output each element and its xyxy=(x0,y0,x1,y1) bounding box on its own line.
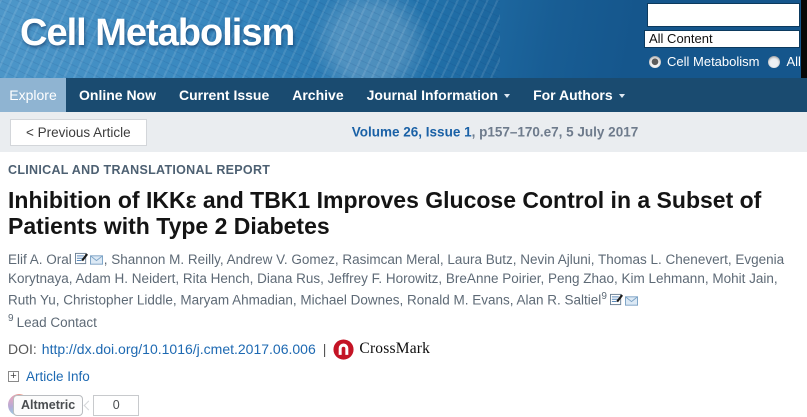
search-input[interactable] xyxy=(647,3,800,27)
crossmark-icon xyxy=(333,338,354,360)
radio-label-cell-metabolism[interactable]: Cell Metabolism xyxy=(667,54,760,70)
nav-journal-information[interactable]: Journal Information xyxy=(366,78,511,112)
crossmark-label: CrossMark xyxy=(359,340,431,357)
issue-citation: Volume 26, Issue 1, p157–170.e7, 5 July … xyxy=(352,125,638,140)
author-last-footnote-ref: 9 xyxy=(601,291,607,302)
last-author-icons xyxy=(608,293,638,308)
expand-plus-icon[interactable]: + xyxy=(8,370,19,382)
radio-label-all[interactable]: All xyxy=(786,54,801,70)
nav-journal-information-label: Journal Information xyxy=(366,87,499,103)
journal-logo[interactable]: Cell Metabolism xyxy=(20,12,295,54)
tab-explore[interactable]: Explore xyxy=(0,78,66,112)
footnote-text: Lead Contact xyxy=(16,314,97,330)
article-info-line: + Article Info xyxy=(8,369,799,384)
radio-all[interactable] xyxy=(768,55,781,68)
article-header: CLINICAL AND TRANSLATIONAL REPORT Inhibi… xyxy=(0,152,807,417)
edit-note-icon xyxy=(74,252,88,265)
nav-archive[interactable]: Archive xyxy=(292,87,344,103)
nav-current-issue[interactable]: Current Issue xyxy=(179,87,270,103)
author-last[interactable]: Alan R. Saltiel xyxy=(516,292,602,308)
article-info-link[interactable]: Article Info xyxy=(26,368,90,384)
doi-line: DOI: http://dx.doi.org/10.1016/j.cmet.20… xyxy=(8,338,799,360)
issue-bar: < Previous Article Volume 26, Issue 1, p… xyxy=(0,112,807,152)
author-list: Elif A. Oral, Shannon M. Reilly, Andrew … xyxy=(8,251,799,310)
nav-online-now[interactable]: Online Now xyxy=(79,87,156,103)
scope-selected-value: All Content xyxy=(649,31,713,46)
author-first[interactable]: Elif A. Oral xyxy=(8,252,72,267)
footnote-number: 9 xyxy=(8,313,14,324)
altmetric-count: 0 xyxy=(93,394,140,416)
search-panel: All Content Cell Metabolism All xyxy=(644,0,807,78)
doi-link[interactable]: http://dx.doi.org/10.1016/j.cmet.2017.06… xyxy=(41,341,316,357)
email-icon xyxy=(624,295,638,306)
authors-middle: , Shannon M. Reilly, Andrew V. Gomez, Ra… xyxy=(8,252,785,308)
doi-separator: | xyxy=(322,341,327,357)
lead-contact-footnote: 9 Lead Contact xyxy=(8,313,799,330)
journal-masthead: Cell Metabolism All Content Cell Metabol… xyxy=(0,0,807,78)
nav-for-authors[interactable]: For Authors xyxy=(533,78,625,112)
email-icon xyxy=(89,255,103,265)
chevron-down-icon xyxy=(504,94,511,99)
altmetric-pointer-icon xyxy=(83,400,94,410)
altmetric-badge[interactable]: Altmetric 0 xyxy=(8,393,140,417)
window-edge xyxy=(801,0,807,78)
altmetric-label: Altmetric xyxy=(13,394,84,416)
crossmark-badge[interactable]: CrossMark xyxy=(333,338,431,360)
doi-label: DOI: xyxy=(8,341,37,357)
chevron-down-icon xyxy=(618,94,625,99)
radio-cell-metabolism[interactable] xyxy=(649,55,661,68)
article-type-label: CLINICAL AND TRANSLATIONAL REPORT xyxy=(8,163,271,177)
previous-article-button[interactable]: < Previous Article xyxy=(10,119,147,146)
edit-note-icon xyxy=(609,293,623,305)
search-scope-radios: Cell Metabolism All xyxy=(649,53,807,69)
article-title: Inhibition of IKKε and TBK1 Improves Glu… xyxy=(8,187,762,239)
volume-issue-link[interactable]: Volume 26, Issue 1 xyxy=(351,124,472,140)
content-scope-select[interactable]: All Content xyxy=(644,30,800,48)
issue-pages-date: , p157–170.e7, 5 July 2017 xyxy=(471,124,639,140)
nav-for-authors-label: For Authors xyxy=(533,87,613,103)
main-navigation: Explore Online Now Current Issue Archive… xyxy=(0,78,807,112)
first-author-icons xyxy=(73,252,103,267)
